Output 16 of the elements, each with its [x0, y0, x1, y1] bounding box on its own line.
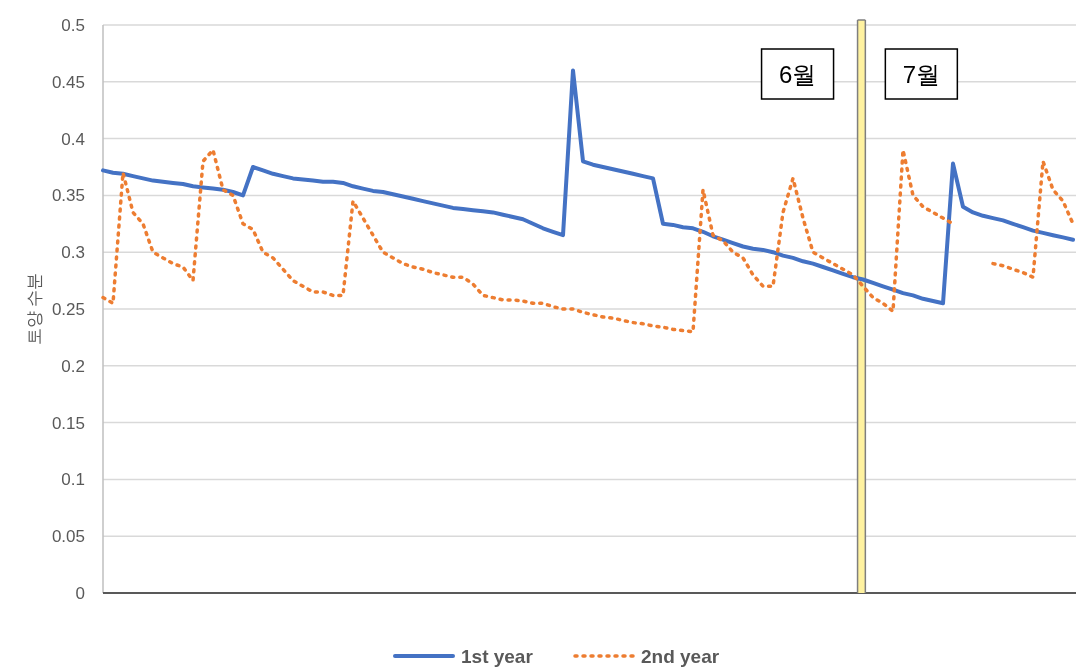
y-tick-label: 0.1: [61, 470, 85, 490]
annotation: 6월: [778, 61, 817, 88]
y-tick-label: 0.2: [61, 356, 85, 376]
y-tick-label: 0.35: [51, 186, 85, 206]
legend-label: 2nd year: [641, 646, 720, 667]
y-tick-label: 0: [75, 584, 85, 603]
y-tick-label: 0.5: [61, 16, 85, 35]
annotation: 7월: [902, 61, 941, 88]
y-tick-label: 0.15: [51, 413, 85, 433]
y-tick-label: 0.4: [61, 129, 85, 149]
y-tick-label: 0.45: [51, 72, 85, 92]
y-tick-label: 0.25: [51, 300, 85, 319]
legend-label: 1st year: [461, 646, 534, 667]
y-tick-label: 0.3: [61, 243, 85, 263]
y-axis-title: 토양 수분: [25, 272, 44, 346]
y-tick-label: 0.05: [51, 527, 85, 547]
